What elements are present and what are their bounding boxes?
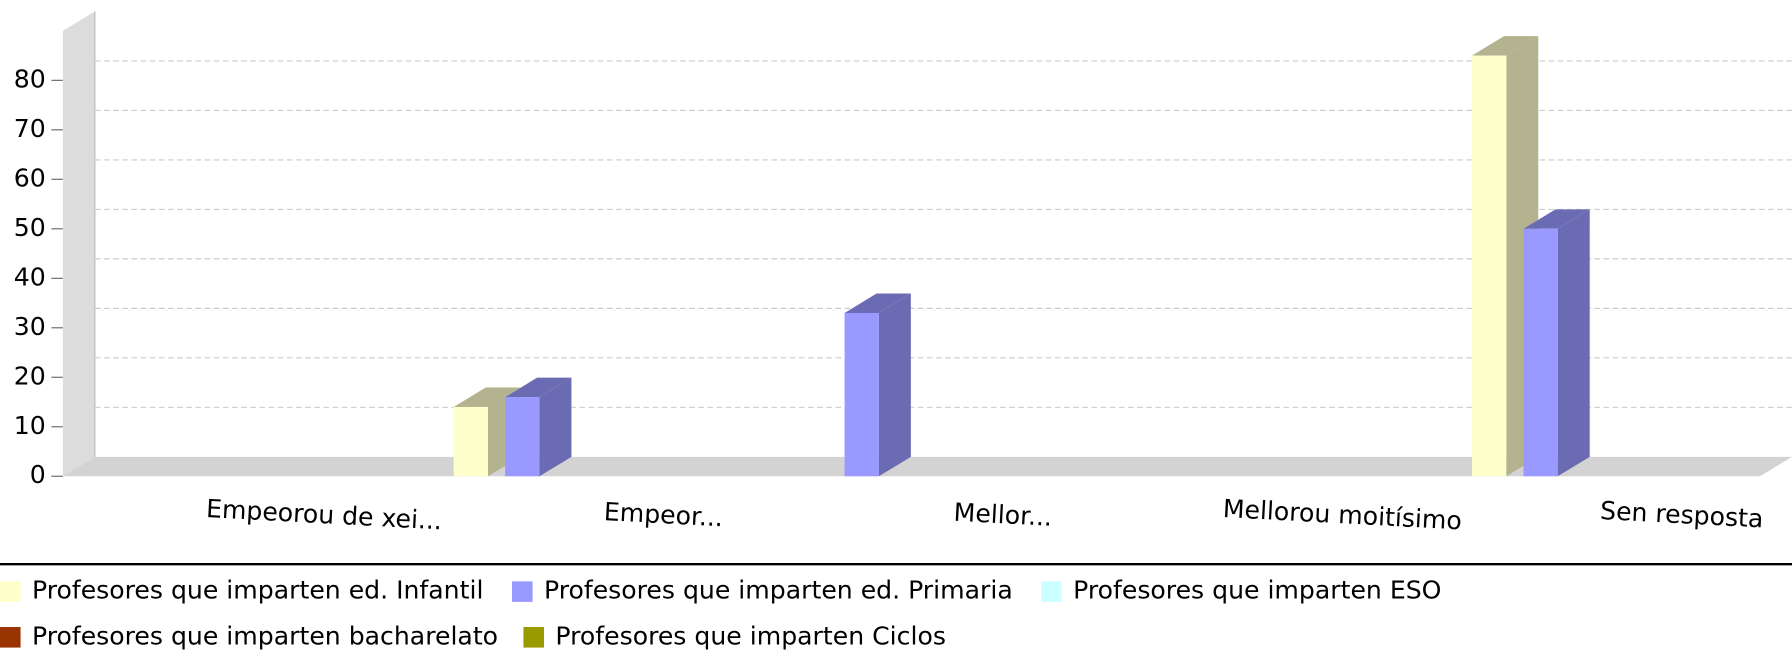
y-tick-label: 0 (30, 460, 46, 489)
legend-label: Profesores que imparten ed. Infantil (32, 576, 483, 605)
bar-top (844, 293, 911, 313)
y-tick-label: 50 (14, 213, 46, 242)
bar-side (539, 377, 572, 477)
y-tick-label: 10 (14, 411, 46, 440)
x-tick-label: Mellorou moitísimo (1222, 494, 1462, 535)
x-tick-label: Mellor... (953, 498, 1053, 532)
y-tick-label: 30 (14, 312, 46, 341)
bar-front (844, 312, 879, 477)
bar-side (1557, 209, 1590, 477)
bar-front (453, 406, 488, 477)
bar-top (505, 377, 572, 398)
y-tick-label: 70 (14, 114, 46, 143)
bar-top (453, 387, 520, 407)
bar-front (505, 397, 540, 477)
bar-front (1523, 228, 1558, 477)
bar (1523, 209, 1590, 477)
y-tick-label: 20 (14, 361, 46, 390)
legend-swatch (512, 581, 533, 602)
legend-swatch (0, 581, 21, 602)
y-tick-label: 40 (14, 262, 46, 291)
bar-front (1472, 55, 1507, 477)
x-tick-label: Sen resposta (1599, 496, 1764, 533)
bar (844, 293, 911, 477)
legend-label: Profesores que imparten Ciclos (555, 621, 946, 650)
legend-label: Profesores que imparten ed. Primaria (544, 576, 1013, 605)
legend-swatch (0, 627, 21, 648)
y-tick-label: 60 (14, 163, 46, 192)
x-tick-label: Empeor... (603, 497, 724, 532)
bar-side (878, 293, 911, 477)
legend-swatch (523, 627, 544, 648)
legend-label: Profesores que imparten ESO (1073, 576, 1441, 605)
bar (505, 377, 572, 477)
bar-top (1523, 209, 1590, 229)
bar (1472, 36, 1539, 477)
bar-top (1472, 36, 1539, 56)
legend-label: Profesores que imparten bacharelato (32, 621, 498, 650)
legend-swatch (1041, 581, 1062, 602)
x-tick-label: Empeorou de xei... (205, 494, 442, 535)
left-wall (62, 11, 95, 477)
y-tick-label: 80 (14, 64, 46, 93)
